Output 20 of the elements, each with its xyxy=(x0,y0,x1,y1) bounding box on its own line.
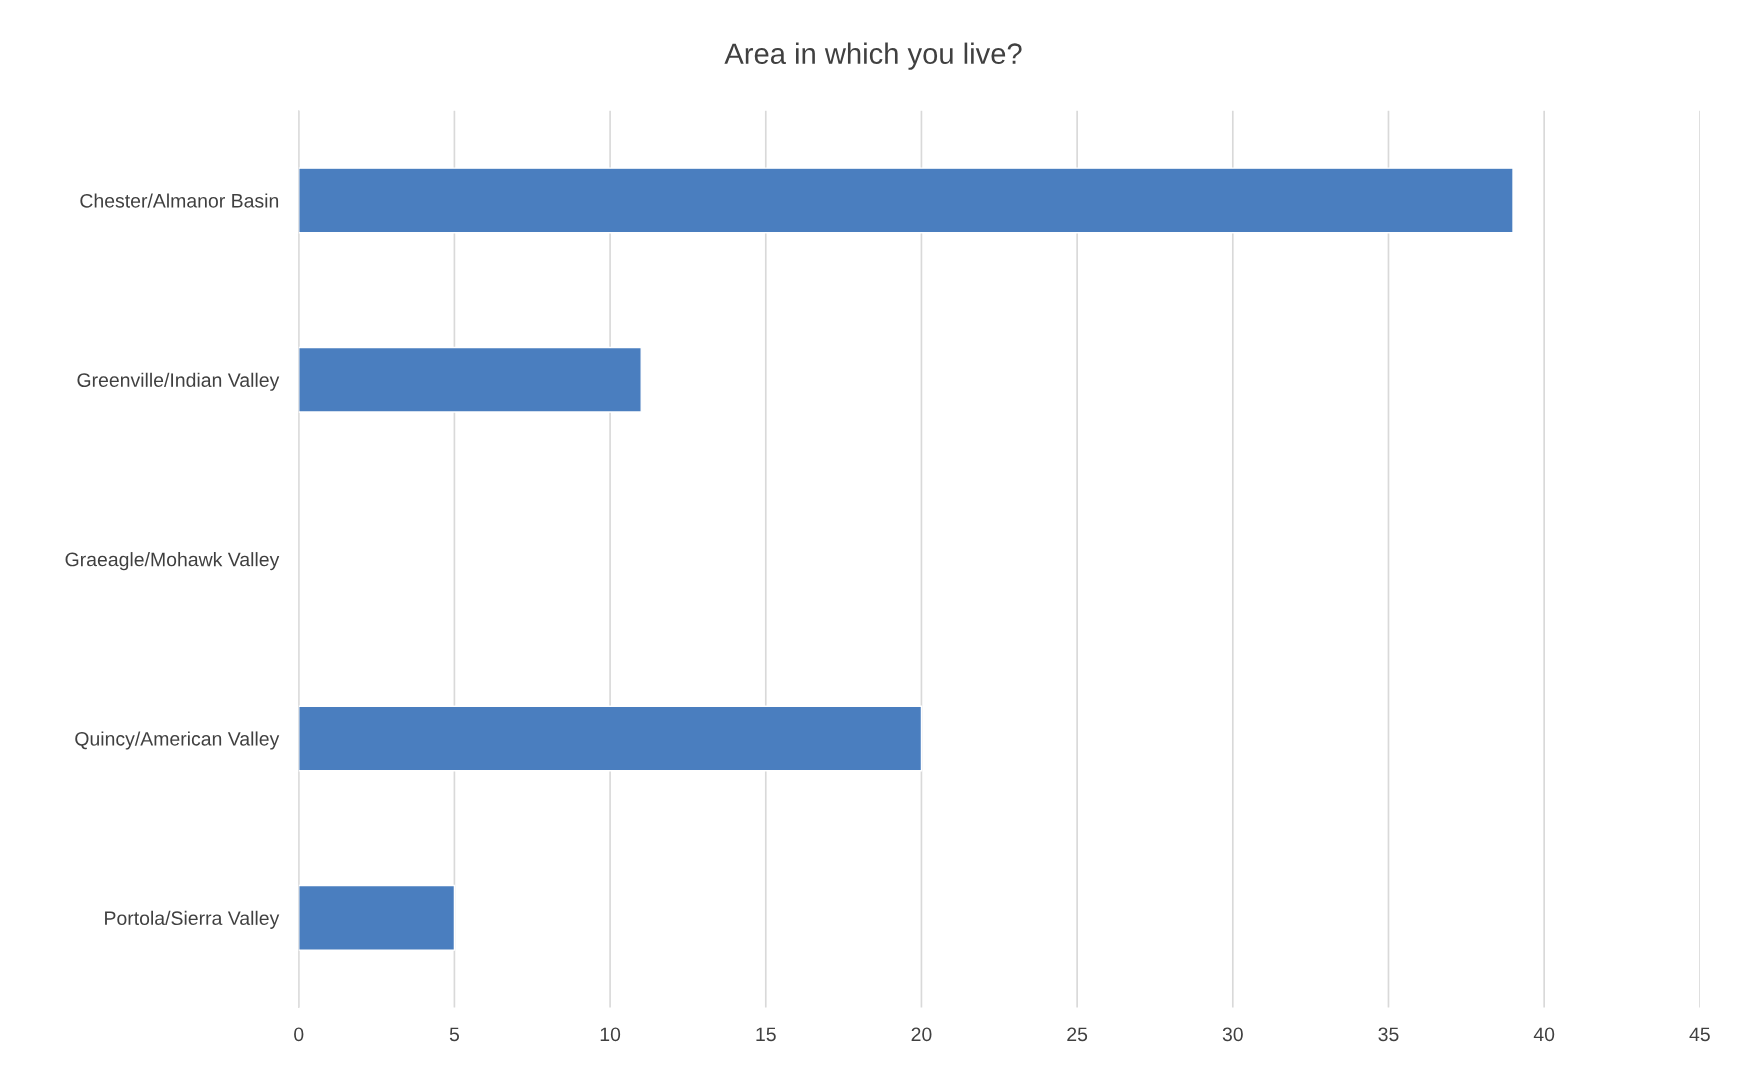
bar xyxy=(298,884,456,951)
y-tick-label: Chester/Almanor Basin xyxy=(80,193,279,208)
x-tick-label: 35 xyxy=(1378,1027,1399,1042)
x-tick-label: 15 xyxy=(756,1027,776,1042)
x-tick-label: 0 xyxy=(294,1027,304,1042)
chart-title: Area in which you live? xyxy=(724,42,1022,70)
x-tick-label: 45 xyxy=(1689,1027,1710,1042)
bar xyxy=(298,167,1514,234)
bar xyxy=(298,705,923,772)
y-tick-label: Portola/Sierra Valley xyxy=(105,910,280,929)
x-tick-label: 25 xyxy=(1067,1027,1088,1042)
x-tick-label: 40 xyxy=(1533,1027,1555,1042)
x-tick-label: 30 xyxy=(1222,1027,1243,1042)
x-tick-label: 10 xyxy=(600,1027,621,1042)
x-tick-label: 5 xyxy=(449,1027,460,1042)
y-tick-label: Greenville/Indian Valley xyxy=(77,372,280,391)
x-tick-label: 20 xyxy=(911,1027,932,1042)
bar xyxy=(298,346,642,413)
y-tick-label: Graeagle/Mohawk Valley xyxy=(65,552,280,571)
y-tick-label: Quincy/American Valley xyxy=(75,731,280,750)
